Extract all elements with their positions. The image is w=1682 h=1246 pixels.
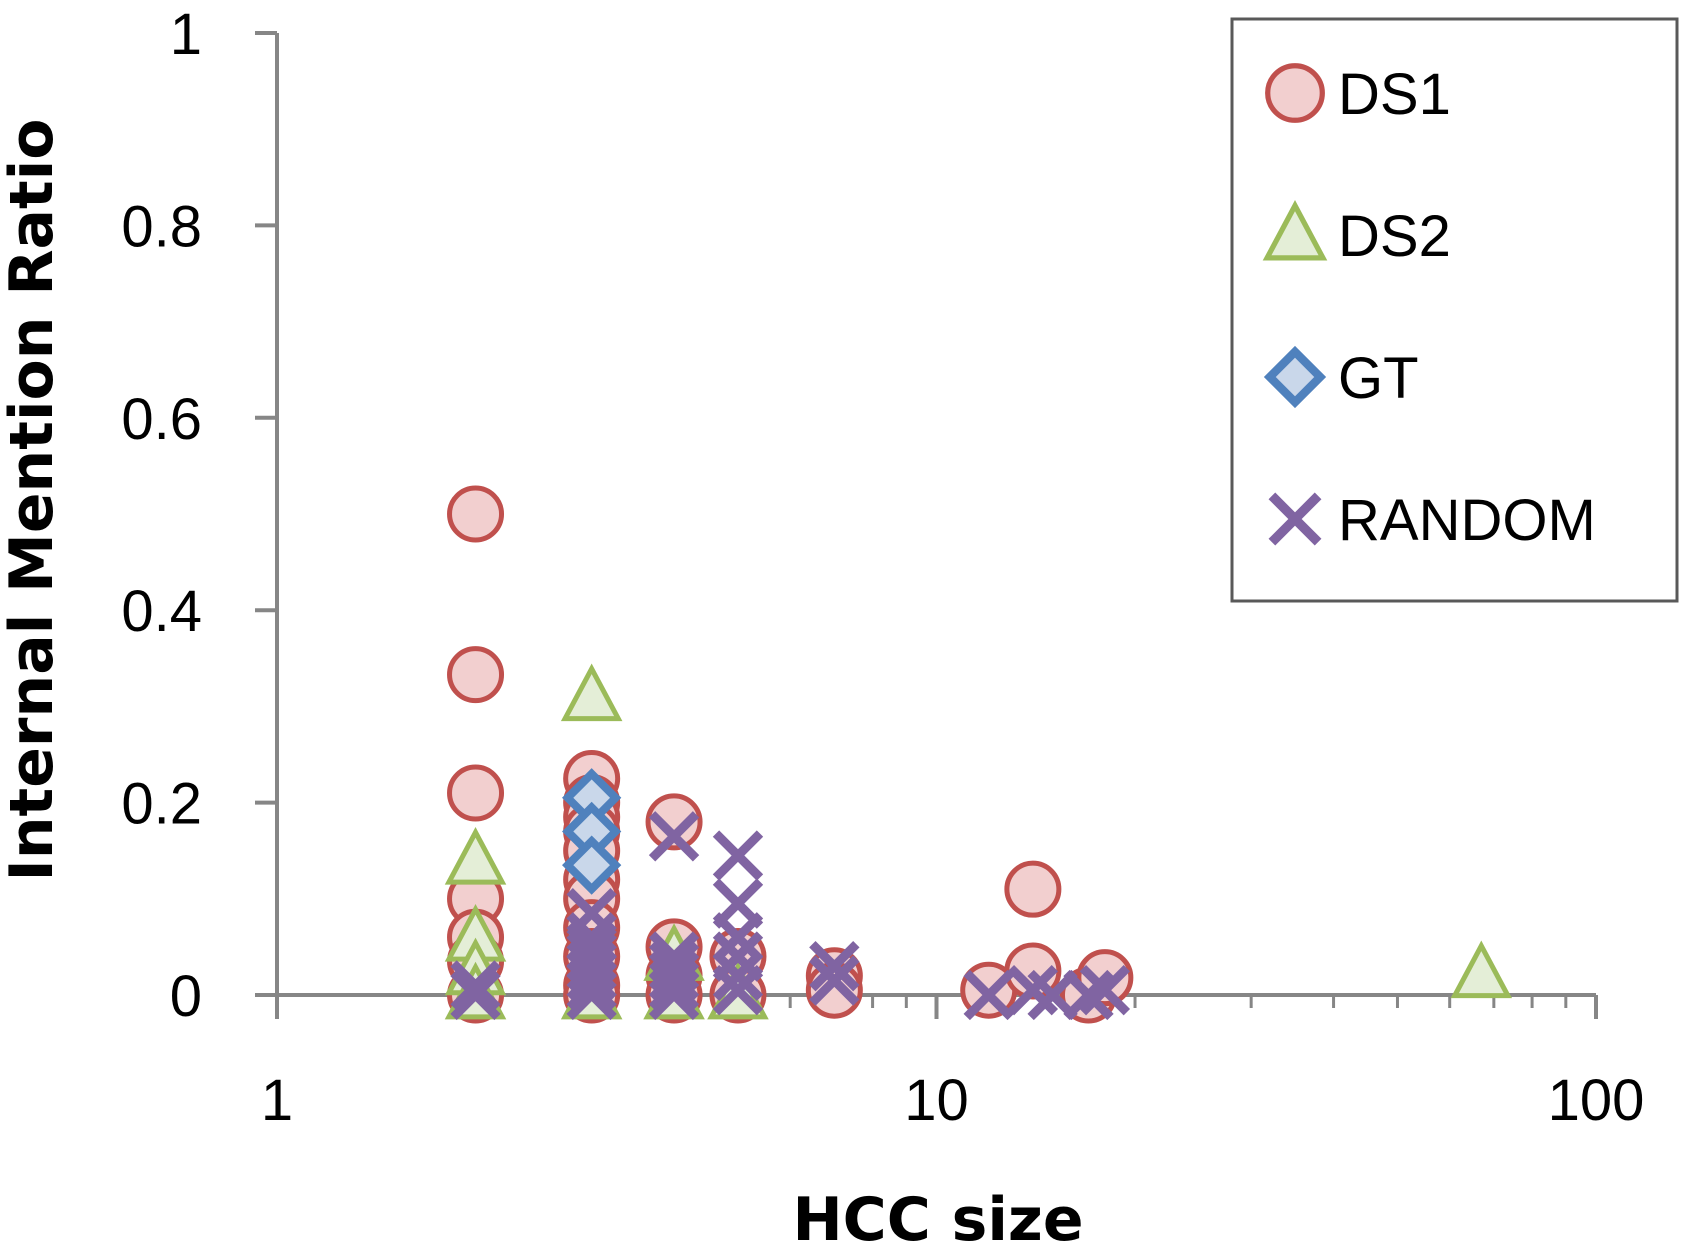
legend-marker-gt: [1263, 345, 1327, 409]
point-random: [712, 950, 764, 1001]
point-random: [712, 965, 764, 1016]
point-random: [450, 960, 501, 1011]
y-tick-label: 0.6: [121, 387, 202, 452]
point-random: [566, 950, 617, 1001]
legend-marker-random: [1268, 492, 1322, 546]
point-random: [648, 811, 700, 862]
point-random: [712, 830, 764, 881]
point-ds1: [1004, 860, 1062, 918]
y-tick-label: 0: [170, 964, 202, 1029]
y-tick-label: 0.4: [121, 579, 202, 644]
legend-item-ds1: DS1: [1265, 62, 1451, 127]
x-tick-label: 10: [904, 1068, 969, 1133]
y-tick-label: 0.2: [121, 772, 202, 837]
legend-marker-ds1: [1265, 63, 1325, 123]
point-ds2: [1450, 940, 1513, 999]
data-marks: [444, 485, 1513, 1024]
legend: DS1 DS2 GT RANDOM: [1230, 17, 1679, 603]
point-ds1: [645, 793, 703, 851]
legend-label-random: RANDOM: [1338, 488, 1596, 553]
legend-label-gt: GT: [1338, 346, 1419, 411]
series-ds1: [447, 485, 1134, 1024]
legend-label-ds1: DS1: [1338, 62, 1451, 127]
x-tick-label: 100: [1548, 1068, 1645, 1133]
point-gt: [562, 835, 622, 895]
x-axis-title: HCC size: [792, 1185, 1083, 1246]
legend-marker-ds2: [1262, 200, 1328, 261]
legend-item-gt: GT: [1263, 345, 1419, 411]
point-random: [648, 969, 700, 1021]
series-random: [450, 811, 1131, 1021]
point-ds2: [560, 663, 623, 722]
point-random: [809, 955, 860, 1006]
point-ds1: [447, 485, 505, 543]
point-random: [648, 960, 700, 1011]
point-random: [450, 969, 501, 1021]
point-ds1: [447, 764, 505, 822]
y-axis-title: Internal Mention Ratio: [0, 118, 67, 881]
point-random: [809, 940, 860, 992]
point-random: [566, 969, 617, 1021]
point-random: [566, 960, 617, 1011]
point-random: [712, 912, 764, 963]
point-random: [1063, 969, 1114, 1021]
point-random: [1027, 969, 1078, 1021]
point-ds1: [447, 646, 505, 704]
series-gt: [562, 768, 622, 895]
y-tick-label: 0.8: [121, 194, 202, 259]
legend-label-ds2: DS2: [1338, 204, 1451, 269]
point-ds2: [444, 827, 507, 885]
point-random: [963, 969, 1014, 1021]
point-random: [1079, 965, 1131, 1016]
legend-item-ds2: DS2: [1262, 200, 1451, 269]
axes: 0 0.2 0.4 0.6 0.8 1 1 10 100: [121, 2, 1644, 1133]
legend-item-random: RANDOM: [1268, 488, 1596, 553]
y-tick-label: 1: [170, 2, 202, 67]
point-random: [648, 950, 700, 1001]
x-tick-label: 1: [261, 1068, 293, 1133]
